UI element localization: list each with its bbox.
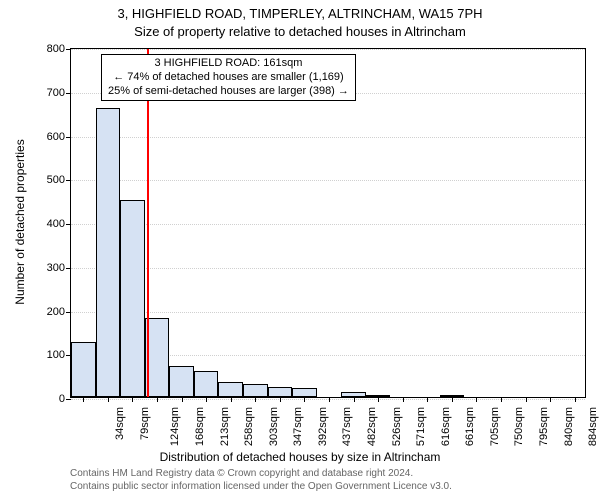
x-tick-label: 34sqm: [114, 407, 126, 440]
x-tick-label: 750sqm: [514, 407, 526, 446]
x-tick-label: 124sqm: [170, 407, 182, 446]
title-line-2: Size of property relative to detached ho…: [0, 24, 600, 39]
x-tick-mark: [378, 397, 379, 402]
x-tick-mark: [182, 397, 183, 402]
x-tick-label: 258sqm: [243, 407, 255, 446]
histogram-bar: [218, 382, 243, 397]
x-tick-label: 571sqm: [415, 407, 427, 446]
x-tick-mark: [550, 397, 551, 402]
x-tick-mark: [231, 397, 232, 402]
gridline: [71, 399, 585, 400]
x-tick-label: 705sqm: [489, 407, 501, 446]
y-axis-label: Number of detached properties: [13, 132, 27, 312]
histogram-bar: [292, 388, 317, 397]
x-tick-label: 795sqm: [538, 407, 550, 446]
x-tick-mark: [206, 397, 207, 402]
x-tick-mark: [427, 397, 428, 402]
y-tick-label: 600: [47, 131, 71, 143]
y-tick-label: 800: [47, 43, 71, 55]
x-tick-mark: [108, 397, 109, 402]
y-tick-label: 0: [59, 393, 71, 405]
plot-area: 010020030040050060070080034sqm79sqm124sq…: [70, 48, 586, 398]
x-tick-mark: [83, 397, 84, 402]
x-tick-label: 840sqm: [563, 407, 575, 446]
y-tick-label: 100: [47, 349, 71, 361]
x-tick-mark: [304, 397, 305, 402]
histogram-bar: [169, 366, 194, 397]
attribution-line-2: Contains public sector information licen…: [70, 481, 452, 494]
x-axis-label: Distribution of detached houses by size …: [0, 450, 600, 464]
x-tick-label: 437sqm: [342, 407, 354, 446]
x-tick-mark: [157, 397, 158, 402]
y-tick-label: 400: [47, 218, 71, 230]
histogram-bar: [194, 371, 219, 397]
info-line-1: 3 HIGHFIELD ROAD: 161sqm: [108, 57, 349, 71]
info-line-3: 25% of semi-detached houses are larger (…: [108, 85, 349, 99]
x-tick-mark: [255, 397, 256, 402]
info-line-2: ← 74% of detached houses are smaller (1,…: [108, 71, 349, 85]
x-tick-label: 616sqm: [440, 407, 452, 446]
attribution-line-1: Contains HM Land Registry data © Crown c…: [70, 468, 452, 481]
histogram-bar: [71, 342, 96, 397]
y-tick-label: 500: [47, 174, 71, 186]
attribution: Contains HM Land Registry data © Crown c…: [70, 468, 452, 493]
x-tick-label: 526sqm: [391, 407, 403, 446]
info-box: 3 HIGHFIELD ROAD: 161sqm ← 74% of detach…: [101, 54, 356, 101]
x-tick-label: 392sqm: [317, 407, 329, 446]
x-tick-mark: [403, 397, 404, 402]
x-tick-mark: [329, 397, 330, 402]
x-tick-label: 303sqm: [268, 407, 280, 446]
x-tick-label: 79sqm: [139, 407, 151, 440]
histogram-bar: [268, 387, 293, 397]
x-tick-mark: [354, 397, 355, 402]
x-tick-label: 661sqm: [464, 407, 476, 446]
x-tick-mark: [501, 397, 502, 402]
x-tick-mark: [280, 397, 281, 402]
title-line-1: 3, HIGHFIELD ROAD, TIMPERLEY, ALTRINCHAM…: [0, 6, 600, 21]
y-tick-label: 200: [47, 306, 71, 318]
x-tick-label: 482sqm: [366, 407, 378, 446]
x-tick-mark: [476, 397, 477, 402]
x-tick-mark: [575, 397, 576, 402]
x-tick-label: 213sqm: [219, 407, 231, 446]
x-tick-label: 884sqm: [587, 407, 599, 446]
x-tick-mark: [452, 397, 453, 402]
y-tick-label: 700: [47, 87, 71, 99]
y-tick-label: 300: [47, 262, 71, 274]
x-tick-label: 347sqm: [292, 407, 304, 446]
x-tick-mark: [526, 397, 527, 402]
histogram-bar: [243, 384, 268, 397]
histogram-bar: [120, 200, 145, 397]
x-tick-mark: [132, 397, 133, 402]
histogram-bar: [96, 108, 121, 397]
x-tick-label: 168sqm: [194, 407, 206, 446]
chart-container: 3, HIGHFIELD ROAD, TIMPERLEY, ALTRINCHAM…: [0, 0, 600, 500]
